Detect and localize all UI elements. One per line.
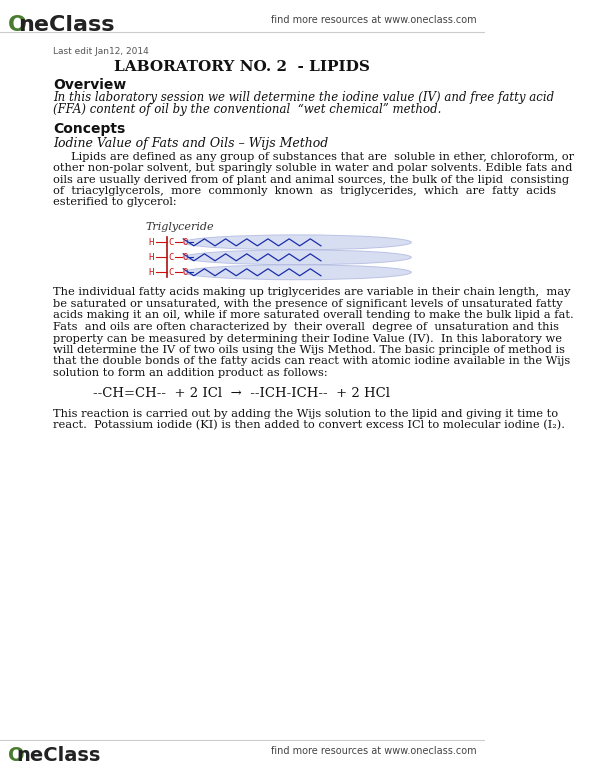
Text: find more resources at www.oneclass.com: find more resources at www.oneclass.com <box>271 746 477 756</box>
Ellipse shape <box>183 249 411 265</box>
Text: LABORATORY NO. 2  - LIPIDS: LABORATORY NO. 2 - LIPIDS <box>114 60 370 74</box>
Text: Concepts: Concepts <box>53 122 125 136</box>
Text: H: H <box>148 253 154 262</box>
Text: be saturated or unsaturated, with the presence of significant levels of unsatura: be saturated or unsaturated, with the pr… <box>53 299 562 309</box>
Text: H: H <box>148 268 154 276</box>
Text: The individual fatty acids making up triglycerides are variable in their chain l: The individual fatty acids making up tri… <box>53 287 571 297</box>
Text: O: O <box>8 15 27 35</box>
Text: esterified to glycerol:: esterified to glycerol: <box>53 197 177 207</box>
Text: C: C <box>168 238 174 247</box>
Text: Fats  and oils are often characterized by  their overall  degree of  unsaturatio: Fats and oils are often characterized by… <box>53 322 559 332</box>
Text: O: O <box>8 746 25 765</box>
Text: O: O <box>183 253 188 262</box>
Text: acids making it an oil, while if more saturated overall tending to make the bulk: acids making it an oil, while if more sa… <box>53 310 574 320</box>
Text: neClass: neClass <box>16 746 101 765</box>
Ellipse shape <box>183 265 411 280</box>
Text: --CH=CH--  + 2 ICl  →  --ICH-ICH--  + 2 HCl: --CH=CH-- + 2 ICl → --ICH-ICH-- + 2 HCl <box>93 387 390 400</box>
Text: Overview: Overview <box>53 78 126 92</box>
Text: other non-polar solvent, but sparingly soluble in water and polar solvents. Edib: other non-polar solvent, but sparingly s… <box>53 163 572 173</box>
Text: neClass: neClass <box>18 15 114 35</box>
Text: Triglyceride: Triglyceride <box>145 223 214 233</box>
Text: Iodine Value of Fats and Oils – Wijs Method: Iodine Value of Fats and Oils – Wijs Met… <box>53 136 328 149</box>
Text: that the double bonds of the fatty acids can react with atomic iodine available : that the double bonds of the fatty acids… <box>53 356 570 366</box>
Text: of  triacylglycerols,  more  commonly  known  as  triglycerides,  which  are  fa: of triacylglycerols, more commonly known… <box>53 186 556 196</box>
Text: will determine the IV of two oils using the Wijs Method. The basic principle of : will determine the IV of two oils using … <box>53 345 565 354</box>
Text: In this laboratory session we will determine the iodine value (IV) and free fatt: In this laboratory session we will deter… <box>53 91 554 104</box>
Text: C: C <box>168 253 174 262</box>
Text: C: C <box>168 268 174 276</box>
Text: O: O <box>183 268 188 276</box>
Text: (FFA) content of oil by the conventional  “wet chemical” method.: (FFA) content of oil by the conventional… <box>53 102 441 116</box>
Text: solution to form an addition product as follows:: solution to form an addition product as … <box>53 367 328 377</box>
Ellipse shape <box>183 235 411 249</box>
Text: property can be measured by determining their Iodine Value (IV).  In this labora: property can be measured by determining … <box>53 333 562 343</box>
Text: H: H <box>148 238 154 247</box>
Text: find more resources at www.oneclass.com: find more resources at www.oneclass.com <box>271 15 477 25</box>
Text: Last edit Jan12, 2014: Last edit Jan12, 2014 <box>53 47 149 56</box>
Text: Lipids are defined as any group of substances that are  soluble in ether, chloro: Lipids are defined as any group of subst… <box>53 152 574 162</box>
Text: react.  Potassium iodide (KI) is then added to convert excess ICl to molecular i: react. Potassium iodide (KI) is then add… <box>53 420 565 430</box>
Text: O: O <box>183 238 188 247</box>
Text: This reaction is carried out by adding the Wijs solution to the lipid and giving: This reaction is carried out by adding t… <box>53 409 558 419</box>
Text: oils are usually derived from of plant and animal sources, the bulk of the lipid: oils are usually derived from of plant a… <box>53 175 569 185</box>
